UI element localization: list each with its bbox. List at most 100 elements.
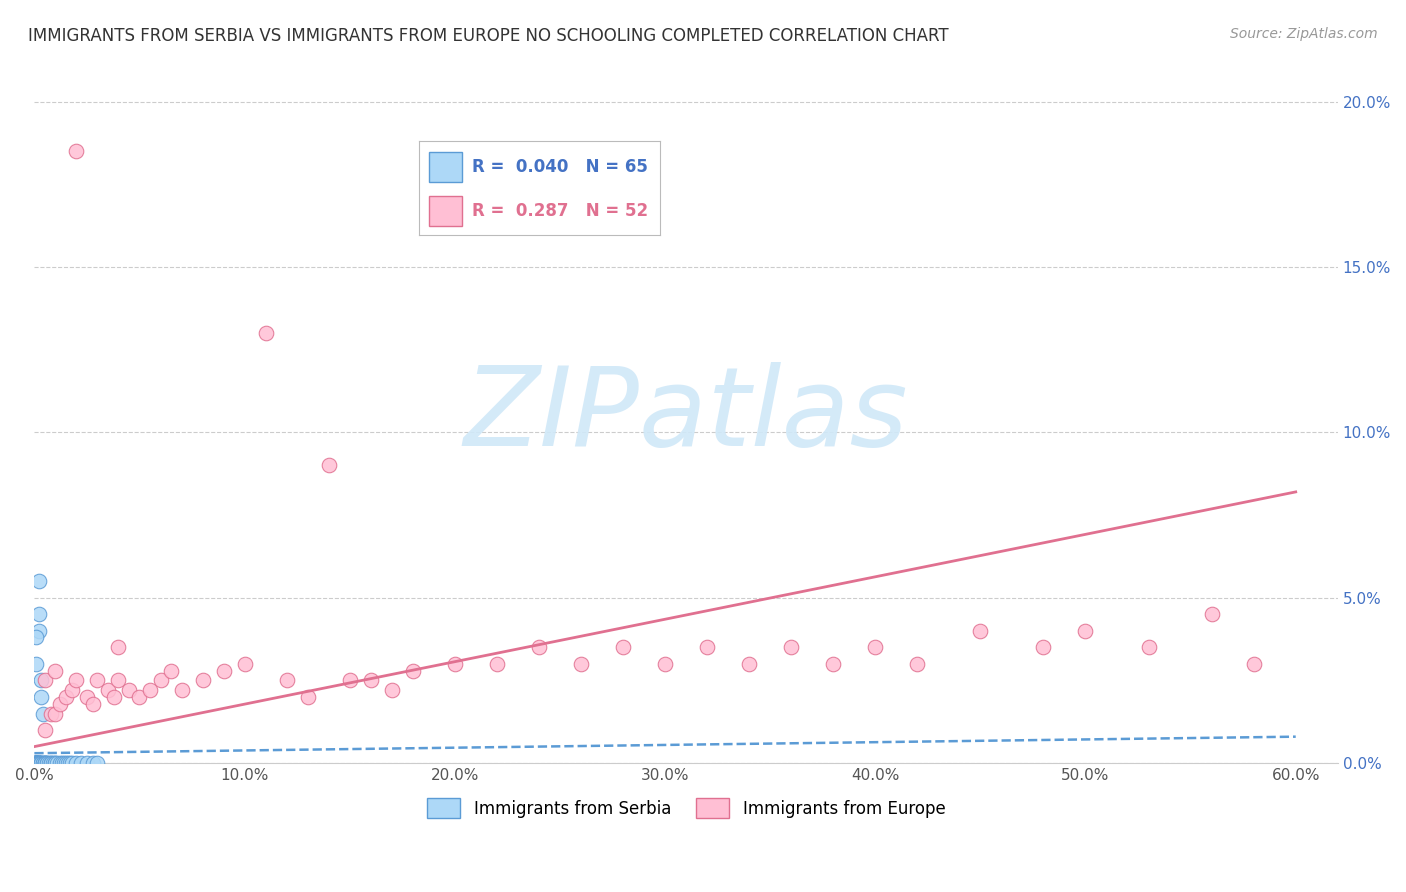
Point bbox=[30, 756, 52, 771]
Point bbox=[65, 756, 87, 771]
Point bbox=[48, 697, 70, 711]
Point bbox=[25, 756, 48, 771]
Point bbox=[38, 756, 60, 771]
Point bbox=[55, 756, 77, 771]
Point bbox=[297, 690, 319, 704]
Point bbox=[82, 756, 104, 771]
Point bbox=[25, 756, 48, 771]
Point bbox=[118, 683, 141, 698]
Point bbox=[27, 756, 49, 771]
Point bbox=[44, 756, 66, 771]
Point bbox=[485, 657, 508, 671]
Point bbox=[30, 756, 52, 771]
Point bbox=[27, 574, 49, 589]
Point bbox=[1137, 640, 1160, 655]
Point bbox=[25, 756, 48, 771]
Point bbox=[569, 657, 592, 671]
Point bbox=[25, 756, 48, 771]
Point bbox=[128, 690, 150, 704]
Point bbox=[52, 756, 75, 771]
Text: ZIPatlas: ZIPatlas bbox=[464, 362, 908, 469]
Point bbox=[51, 756, 73, 771]
Point bbox=[1243, 657, 1265, 671]
Point bbox=[25, 756, 48, 771]
Point bbox=[254, 326, 277, 340]
Point bbox=[25, 756, 48, 771]
Point bbox=[25, 756, 48, 771]
Point bbox=[25, 756, 48, 771]
Point bbox=[360, 673, 382, 688]
Point bbox=[30, 673, 52, 688]
Point bbox=[1032, 640, 1054, 655]
Point bbox=[1074, 624, 1097, 638]
Point bbox=[1201, 607, 1223, 622]
Point bbox=[42, 756, 65, 771]
Text: IMMIGRANTS FROM SERBIA VS IMMIGRANTS FROM EUROPE NO SCHOOLING COMPLETED CORRELAT: IMMIGRANTS FROM SERBIA VS IMMIGRANTS FRO… bbox=[28, 27, 949, 45]
Point bbox=[905, 657, 928, 671]
Legend: Immigrants from Serbia, Immigrants from Europe: Immigrants from Serbia, Immigrants from … bbox=[420, 792, 952, 824]
Point bbox=[339, 673, 361, 688]
Point bbox=[44, 706, 66, 721]
Point bbox=[25, 756, 48, 771]
Point bbox=[76, 690, 98, 704]
Point bbox=[56, 756, 79, 771]
Point bbox=[25, 756, 48, 771]
Point bbox=[865, 640, 887, 655]
Point bbox=[25, 756, 48, 771]
Point bbox=[34, 756, 56, 771]
Point bbox=[170, 683, 193, 698]
Point bbox=[25, 756, 48, 771]
Point bbox=[34, 756, 56, 771]
Point bbox=[696, 640, 718, 655]
Point bbox=[31, 756, 53, 771]
Point bbox=[612, 640, 634, 655]
Point bbox=[69, 756, 91, 771]
Point bbox=[27, 756, 49, 771]
Point bbox=[276, 673, 298, 688]
Point bbox=[86, 673, 108, 688]
Point bbox=[65, 145, 87, 159]
Point bbox=[381, 683, 404, 698]
Point bbox=[76, 756, 98, 771]
Point bbox=[82, 697, 104, 711]
Point bbox=[34, 756, 56, 771]
Text: Source: ZipAtlas.com: Source: ZipAtlas.com bbox=[1230, 27, 1378, 41]
Point bbox=[27, 607, 49, 622]
Point bbox=[654, 657, 676, 671]
Point bbox=[25, 756, 48, 771]
Point bbox=[31, 756, 53, 771]
Point bbox=[443, 657, 465, 671]
Point bbox=[65, 673, 87, 688]
Point bbox=[27, 624, 49, 638]
Point bbox=[27, 756, 49, 771]
Point bbox=[25, 756, 48, 771]
Point bbox=[35, 756, 58, 771]
Point bbox=[25, 756, 48, 771]
Point bbox=[97, 683, 120, 698]
Point bbox=[34, 723, 56, 737]
Point bbox=[823, 657, 845, 671]
Point bbox=[25, 756, 48, 771]
Point bbox=[212, 664, 235, 678]
Point bbox=[107, 640, 129, 655]
Point bbox=[30, 756, 52, 771]
Point bbox=[31, 706, 53, 721]
Point bbox=[27, 756, 49, 771]
Point bbox=[44, 756, 66, 771]
Point bbox=[35, 756, 58, 771]
Point bbox=[55, 690, 77, 704]
Point bbox=[191, 673, 214, 688]
Point bbox=[103, 690, 125, 704]
Point bbox=[39, 756, 62, 771]
Point bbox=[39, 706, 62, 721]
Point bbox=[149, 673, 172, 688]
Point bbox=[25, 756, 48, 771]
Point bbox=[59, 756, 82, 771]
Point bbox=[233, 657, 256, 671]
Point bbox=[44, 664, 66, 678]
Point bbox=[86, 756, 108, 771]
Point bbox=[39, 756, 62, 771]
Point bbox=[30, 690, 52, 704]
Point bbox=[46, 756, 69, 771]
Point bbox=[107, 673, 129, 688]
